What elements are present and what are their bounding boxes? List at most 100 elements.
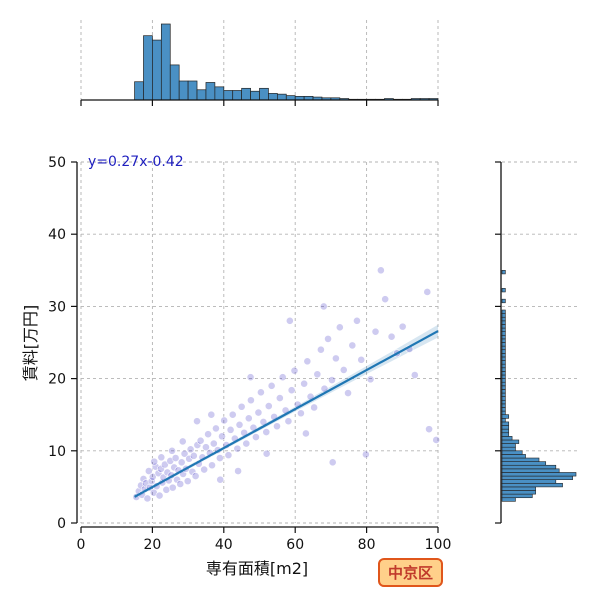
x-hist-bar: [143, 35, 153, 101]
y-hist-bar: [501, 490, 536, 495]
y-hist-bar: [501, 486, 536, 491]
x-tick-label: 60: [286, 537, 304, 553]
y-hist-bar: [501, 457, 540, 462]
scatter-point: [262, 428, 271, 436]
y-hist-bar: [501, 349, 506, 354]
scatter-point: [376, 266, 385, 275]
scatter-point: [224, 451, 233, 460]
ward-badge-box: [378, 558, 443, 587]
scatter-point: [344, 389, 352, 397]
y-hist-bar: [501, 428, 510, 434]
y-hist-bar: [501, 353, 506, 358]
scatter-point: [188, 467, 197, 476]
scatter-point: [234, 467, 242, 475]
right-hist-grid: [502, 161, 580, 452]
y-hist-bar: [501, 399, 506, 405]
scatter-point: [139, 475, 148, 483]
y-hist-bar: [501, 450, 523, 455]
ticks: 0 20 40 60 80 100 0 10 20 30 40 50: [48, 100, 501, 553]
scatter-point: [143, 494, 152, 503]
y-hist-bar: [501, 356, 506, 361]
scatter-point: [176, 480, 185, 488]
scatter-point: [163, 468, 172, 477]
scatter-point: [155, 491, 164, 500]
x-hist-bar: [268, 93, 278, 101]
y-hist-bar: [501, 363, 506, 369]
y-hist-bar: [501, 269, 506, 275]
scatter-point: [287, 386, 296, 395]
x-hist-bar: [196, 89, 207, 101]
scatter-point: [185, 454, 194, 463]
scatter-point: [144, 467, 153, 475]
scatter-point: [313, 370, 322, 379]
scatter-point: [157, 453, 166, 462]
scatter-point: [335, 323, 344, 332]
y-hist-bar: [501, 482, 563, 488]
scatter-point: [171, 454, 180, 462]
scatter-point: [273, 422, 281, 431]
scatter-point: [233, 444, 242, 453]
y-hist-bar: [501, 316, 506, 322]
y-hist-bar: [501, 327, 506, 332]
scatter-point: [310, 403, 319, 412]
y-tick-label: 30: [48, 299, 66, 315]
x-hist-bar: [187, 80, 198, 101]
x-hist-bar: [241, 87, 251, 101]
y-tick-label: 0: [57, 516, 66, 532]
scatter-point: [235, 420, 244, 429]
scatter-point: [189, 451, 198, 460]
y-hist-bar: [501, 410, 506, 415]
y-hist-bar: [501, 324, 506, 329]
scatter-point: [209, 439, 218, 448]
y-hist-bar: [501, 425, 510, 430]
scatter-point: [142, 479, 150, 488]
scatter-point: [254, 408, 263, 417]
scatter-point: [425, 425, 433, 434]
y-hist-bar: [501, 479, 557, 484]
x-hist-bar: [169, 64, 180, 101]
y-tick-label: 40: [48, 227, 66, 243]
regression-equation: y=0.27x-0.42: [88, 154, 184, 170]
x-hist-bar: [259, 87, 269, 101]
scatter-point: [207, 410, 216, 419]
scatter-point: [319, 302, 328, 311]
scatter-points: [132, 266, 441, 503]
scatter-point: [381, 295, 390, 304]
scatter-point: [357, 355, 366, 364]
y-hist-bar: [501, 461, 547, 466]
ward-badge: 中京区: [378, 558, 443, 587]
y-hist-bar: [501, 374, 506, 379]
y-hist-bar: [501, 338, 506, 343]
y-hist-bar: [501, 446, 516, 452]
scatter-point: [173, 475, 181, 484]
scatter-point: [285, 316, 294, 325]
y-hist-bar: [501, 454, 526, 459]
y-hist-bar: [501, 342, 506, 347]
y-hist-bar: [501, 334, 506, 340]
scatter-point: [202, 443, 210, 452]
top-histogram: [134, 23, 439, 101]
scatter-point: [371, 327, 380, 336]
y-hist-bar: [501, 493, 533, 499]
scatter-point: [215, 454, 224, 462]
x-tick-label: 100: [425, 537, 452, 553]
scatter-point: [275, 394, 284, 402]
scatter-point: [148, 472, 157, 481]
scatter-point: [423, 288, 432, 296]
y-hist-bar: [501, 475, 573, 480]
scatter-point: [160, 460, 169, 469]
y-hist-bar: [501, 367, 506, 372]
x-hist-bar: [232, 90, 243, 101]
y-hist-bar: [501, 497, 516, 502]
scatter-point: [154, 469, 163, 478]
scatter-point: [244, 414, 253, 423]
y-hist-bar: [501, 407, 506, 412]
y-hist-bar: [501, 331, 506, 336]
scatter-point: [284, 417, 293, 426]
y-hist-bar: [501, 389, 506, 394]
y-hist-bar: [501, 309, 506, 314]
scatter-point: [226, 425, 235, 434]
scatter-point: [297, 409, 305, 418]
scatter-point: [168, 446, 176, 455]
